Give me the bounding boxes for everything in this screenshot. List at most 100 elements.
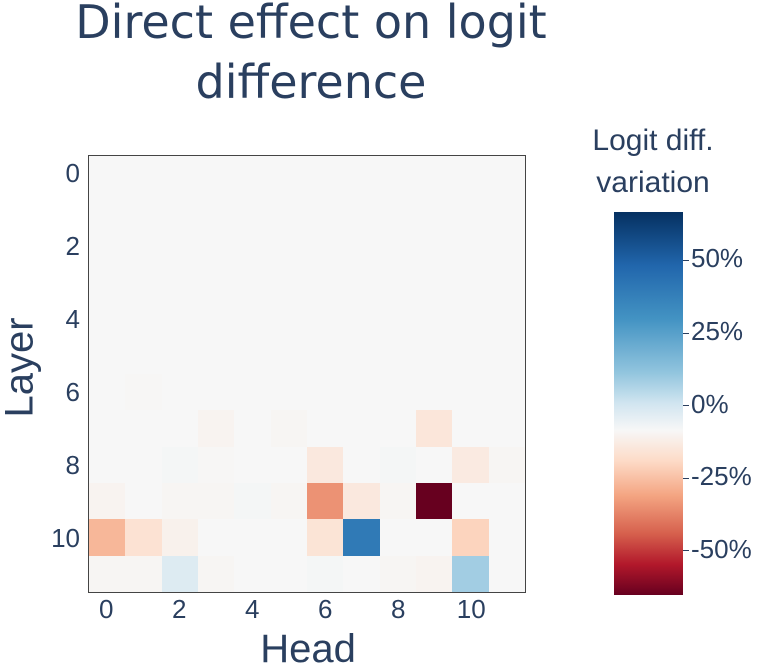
heatmap-cell-l7-h10[interactable] xyxy=(452,410,489,447)
heatmap-cell-l1-h0[interactable] xyxy=(89,192,126,229)
heatmap-cell-l0-h11[interactable] xyxy=(488,156,525,193)
heatmap-cell-l8-h7[interactable] xyxy=(343,446,380,483)
heatmap-cell-l0-h4[interactable] xyxy=(234,156,271,193)
heatmap-cell-l3-h2[interactable] xyxy=(161,264,198,302)
heatmap-cell-l1-h7[interactable] xyxy=(343,192,380,229)
heatmap-cell-l1-h8[interactable] xyxy=(379,192,416,229)
heatmap-cell-l1-h5[interactable] xyxy=(270,192,307,229)
heatmap-cell-l6-h9[interactable] xyxy=(415,373,453,411)
heatmap-cell-l11-h10[interactable] xyxy=(452,555,489,592)
heatmap-cell-l5-h9[interactable] xyxy=(415,337,453,374)
heatmap-cell-l1-h10[interactable] xyxy=(452,192,489,229)
heatmap-cell-l4-h3[interactable] xyxy=(197,301,235,338)
heatmap-cell-l8-h2[interactable] xyxy=(161,446,198,483)
heatmap-cell-l10-h1[interactable] xyxy=(125,519,162,556)
heatmap-cell-l4-h6[interactable] xyxy=(306,301,344,338)
heatmap-cell-l8-h6[interactable] xyxy=(306,446,344,483)
heatmap-cell-l11-h5[interactable] xyxy=(270,555,307,592)
heatmap-cell-l8-h3[interactable] xyxy=(197,446,235,483)
heatmap-cell-l3-h5[interactable] xyxy=(270,264,307,302)
heatmap-cell-l4-h11[interactable] xyxy=(488,301,525,338)
heatmap-cell-l2-h3[interactable] xyxy=(197,228,235,265)
heatmap-cell-l4-h0[interactable] xyxy=(89,301,126,338)
heatmap-cell-l2-h9[interactable] xyxy=(415,228,453,265)
heatmap-cell-l9-h4[interactable] xyxy=(234,482,271,520)
heatmap-cell-l11-h1[interactable] xyxy=(125,555,162,592)
heatmap-cell-l0-h10[interactable] xyxy=(452,156,489,193)
heatmap-cell-l7-h0[interactable] xyxy=(89,410,126,447)
heatmap-cell-l10-h5[interactable] xyxy=(270,519,307,556)
heatmap-cell-l10-h3[interactable] xyxy=(197,519,235,556)
heatmap-cell-l10-h11[interactable] xyxy=(488,519,525,556)
heatmap-cell-l3-h11[interactable] xyxy=(488,264,525,302)
heatmap-cell-l5-h8[interactable] xyxy=(379,337,416,374)
heatmap-cell-l11-h2[interactable] xyxy=(161,555,198,592)
heatmap-cell-l2-h4[interactable] xyxy=(234,228,271,265)
heatmap-cell-l6-h3[interactable] xyxy=(197,373,235,411)
heatmap-cell-l1-h6[interactable] xyxy=(306,192,344,229)
heatmap-cell-l5-h1[interactable] xyxy=(125,337,162,374)
heatmap-cell-l2-h10[interactable] xyxy=(452,228,489,265)
heatmap-cell-l5-h3[interactable] xyxy=(197,337,235,374)
heatmap-cell-l3-h7[interactable] xyxy=(343,264,380,302)
heatmap-cell-l6-h0[interactable] xyxy=(89,373,126,411)
heatmap-cell-l10-h9[interactable] xyxy=(415,519,453,556)
heatmap-cell-l2-h2[interactable] xyxy=(161,228,198,265)
heatmap-cell-l7-h9[interactable] xyxy=(415,410,453,447)
heatmap-cell-l6-h8[interactable] xyxy=(379,373,416,411)
heatmap-cell-l7-h7[interactable] xyxy=(343,410,380,447)
heatmap-cell-l2-h0[interactable] xyxy=(89,228,126,265)
heatmap-cell-l0-h0[interactable] xyxy=(89,156,126,193)
heatmap-cell-l9-h1[interactable] xyxy=(125,482,162,520)
heatmap-cell-l0-h6[interactable] xyxy=(306,156,344,193)
heatmap-cell-l6-h6[interactable] xyxy=(306,373,344,411)
heatmap-cell-l0-h7[interactable] xyxy=(343,156,380,193)
heatmap-cell-l9-h5[interactable] xyxy=(270,482,307,520)
heatmap-cell-l10-h6[interactable] xyxy=(306,519,344,556)
heatmap-cell-l2-h1[interactable] xyxy=(125,228,162,265)
heatmap-cell-l2-h11[interactable] xyxy=(488,228,525,265)
heatmap-cell-l11-h6[interactable] xyxy=(306,555,344,592)
heatmap-cell-l11-h11[interactable] xyxy=(488,555,525,592)
heatmap-cell-l3-h9[interactable] xyxy=(415,264,453,302)
heatmap-cell-l9-h8[interactable] xyxy=(379,482,416,520)
heatmap-cell-l11-h3[interactable] xyxy=(197,555,235,592)
heatmap-cell-l6-h10[interactable] xyxy=(452,373,489,411)
heatmap-cell-l1-h9[interactable] xyxy=(415,192,453,229)
heatmap-cell-l7-h6[interactable] xyxy=(306,410,344,447)
heatmap-cell-l2-h6[interactable] xyxy=(306,228,344,265)
heatmap-cell-l5-h2[interactable] xyxy=(161,337,198,374)
heatmap-cell-l5-h0[interactable] xyxy=(89,337,126,374)
heatmap-cell-l7-h3[interactable] xyxy=(197,410,235,447)
heatmap-cell-l11-h7[interactable] xyxy=(343,555,380,592)
heatmap-cell-l3-h8[interactable] xyxy=(379,264,416,302)
heatmap-cell-l5-h10[interactable] xyxy=(452,337,489,374)
heatmap-cell-l2-h5[interactable] xyxy=(270,228,307,265)
heatmap-cell-l0-h9[interactable] xyxy=(415,156,453,193)
heatmap-cell-l6-h11[interactable] xyxy=(488,373,525,411)
heatmap-cell-l8-h0[interactable] xyxy=(89,446,126,483)
heatmap-cell-l2-h8[interactable] xyxy=(379,228,416,265)
heatmap-cell-l8-h8[interactable] xyxy=(379,446,416,483)
heatmap-cell-l0-h2[interactable] xyxy=(161,156,198,193)
heatmap-cell-l9-h9[interactable] xyxy=(415,482,453,520)
heatmap-cell-l6-h5[interactable] xyxy=(270,373,307,411)
heatmap-cell-l9-h2[interactable] xyxy=(161,482,198,520)
heatmap-cell-l6-h1[interactable] xyxy=(125,373,162,411)
heatmap-cell-l5-h7[interactable] xyxy=(343,337,380,374)
heatmap-cell-l7-h5[interactable] xyxy=(270,410,307,447)
heatmap-cell-l4-h1[interactable] xyxy=(125,301,162,338)
heatmap-cell-l5-h6[interactable] xyxy=(306,337,344,374)
heatmap-cell-l5-h4[interactable] xyxy=(234,337,271,374)
heatmap-cell-l10-h0[interactable] xyxy=(89,519,126,556)
heatmap-cell-l11-h8[interactable] xyxy=(379,555,416,592)
heatmap-cell-l4-h8[interactable] xyxy=(379,301,416,338)
heatmap-cell-l9-h6[interactable] xyxy=(306,482,344,520)
heatmap-cell-l10-h4[interactable] xyxy=(234,519,271,556)
heatmap-cell-l4-h2[interactable] xyxy=(161,301,198,338)
heatmap-cell-l0-h5[interactable] xyxy=(270,156,307,193)
heatmap-cell-l3-h6[interactable] xyxy=(306,264,344,302)
heatmap-cell-l6-h2[interactable] xyxy=(161,373,198,411)
heatmap-cell-l4-h5[interactable] xyxy=(270,301,307,338)
heatmap-cell-l9-h3[interactable] xyxy=(197,482,235,520)
